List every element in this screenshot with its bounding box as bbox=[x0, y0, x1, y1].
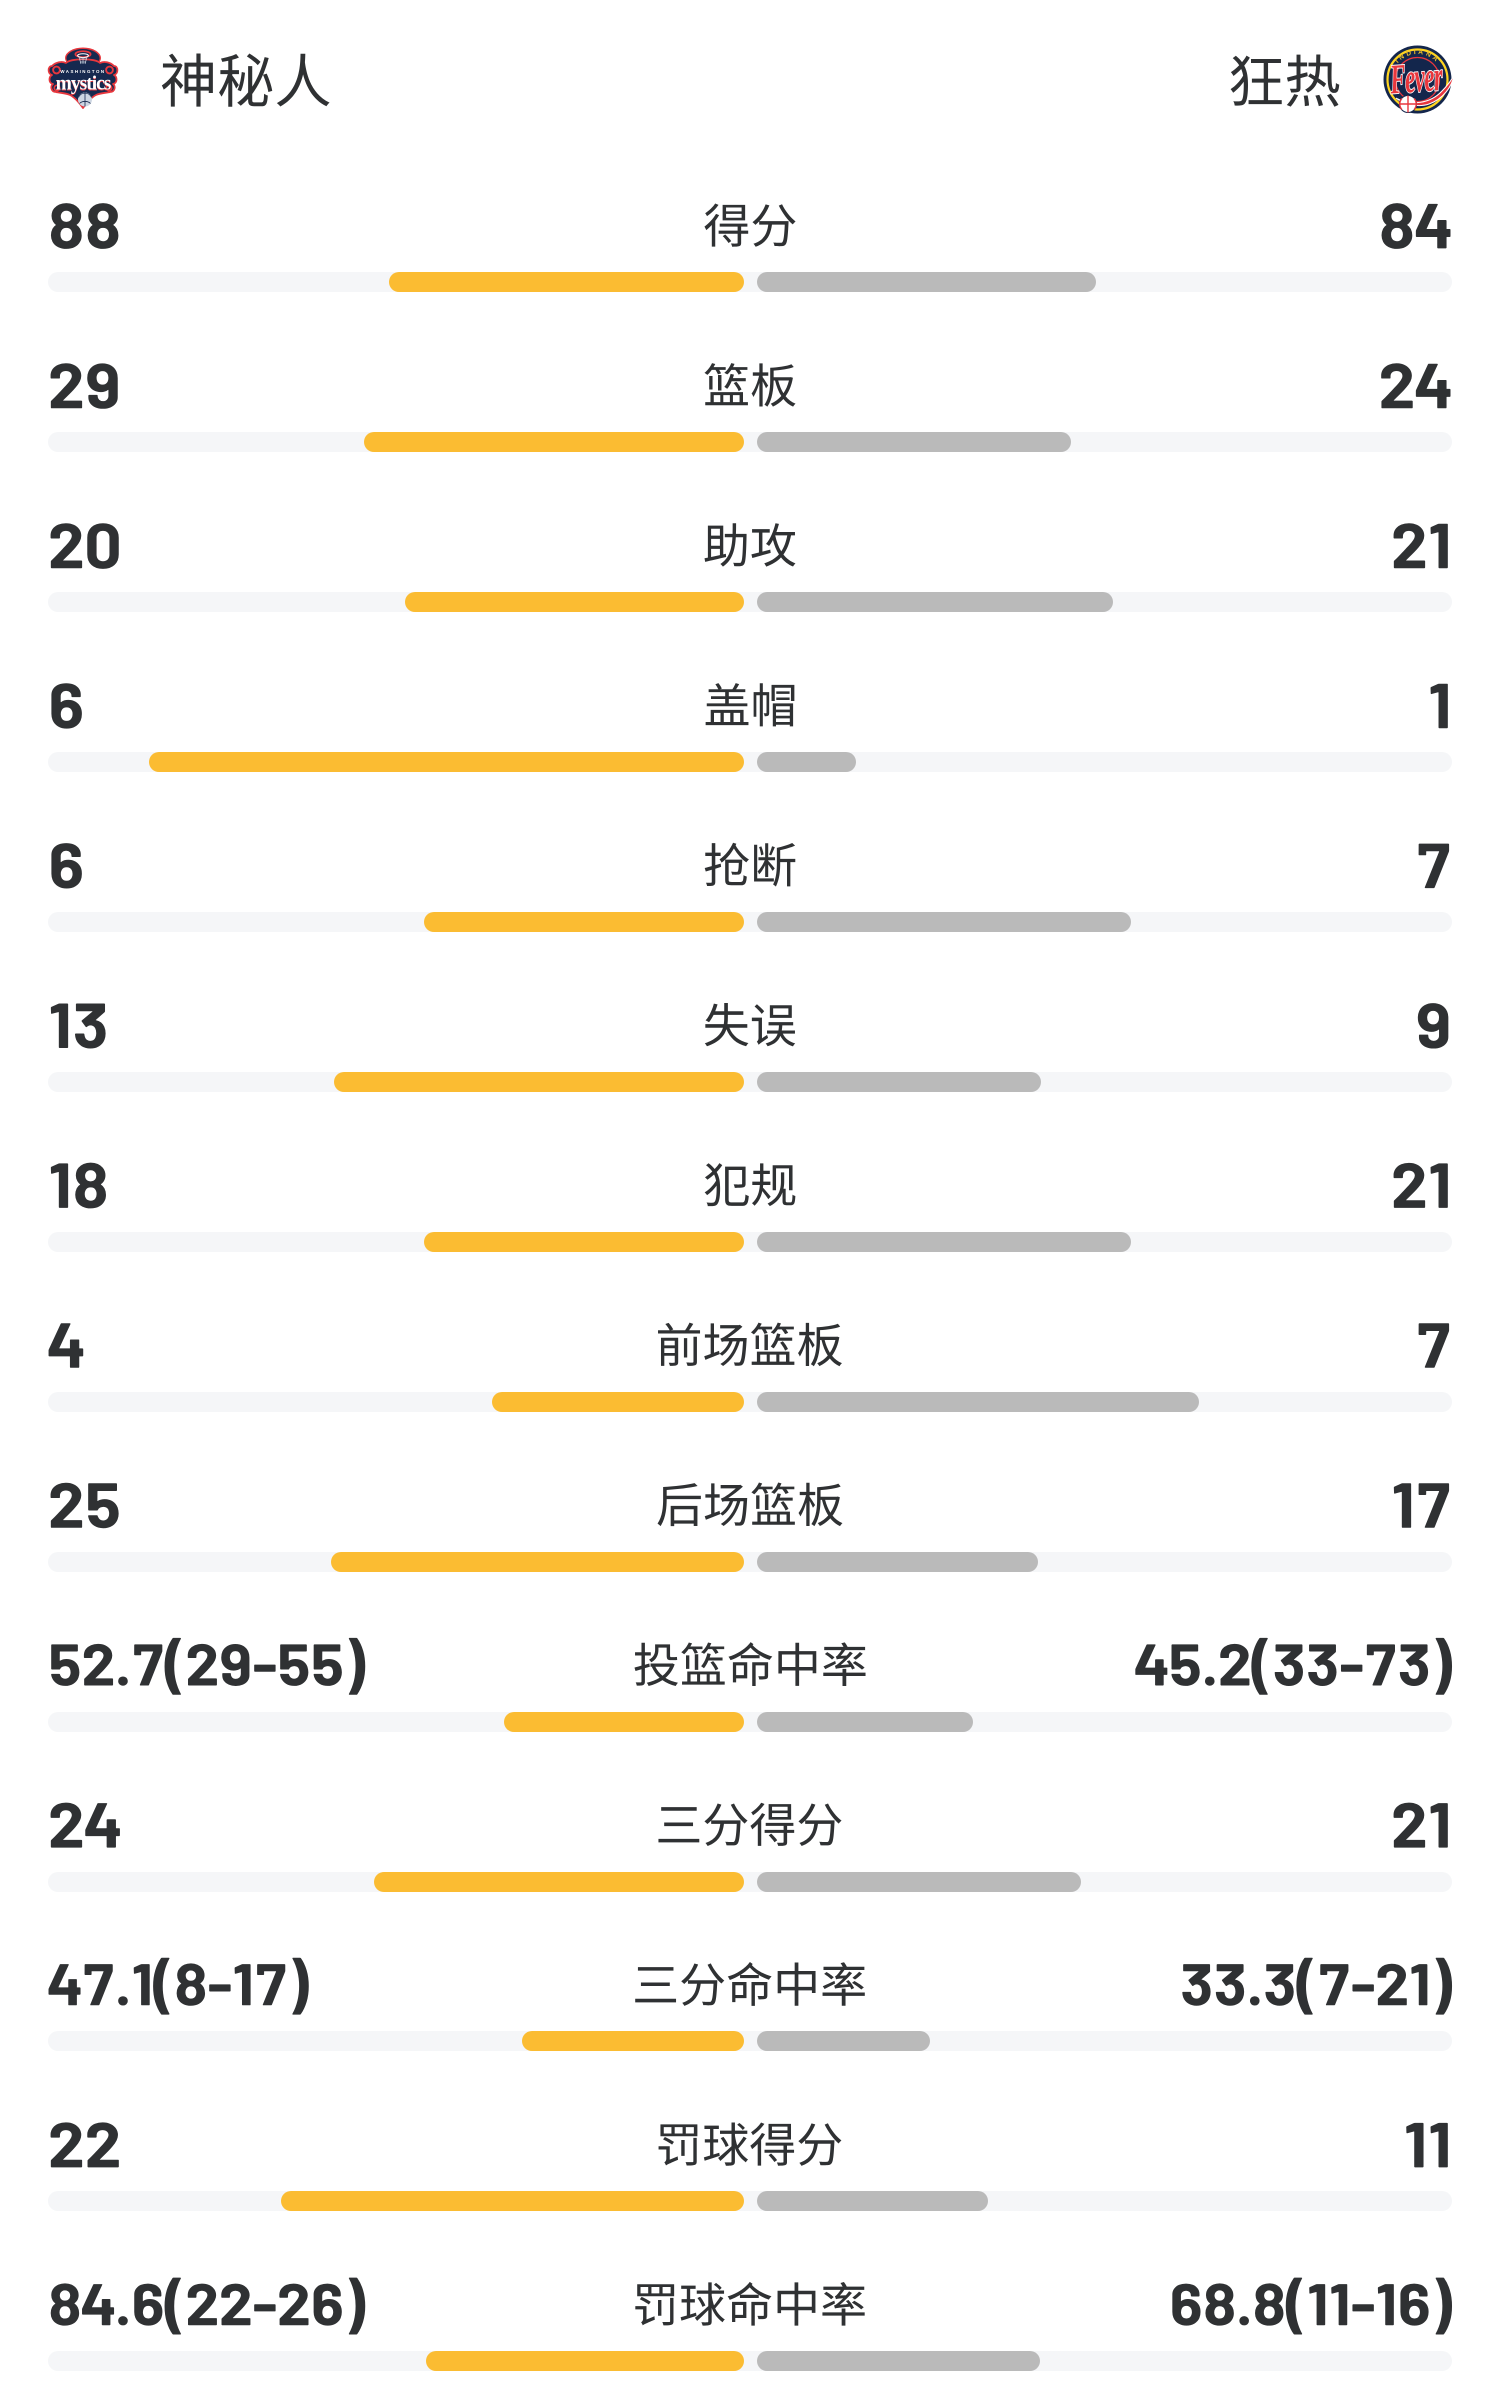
svg-text:Fever: Fever bbox=[1388, 54, 1445, 103]
svg-text:WASHINGTON: WASHINGTON bbox=[60, 69, 105, 74]
svg-text:mystics: mystics bbox=[56, 75, 112, 96]
svg-text:mystics: mystics bbox=[56, 74, 112, 95]
